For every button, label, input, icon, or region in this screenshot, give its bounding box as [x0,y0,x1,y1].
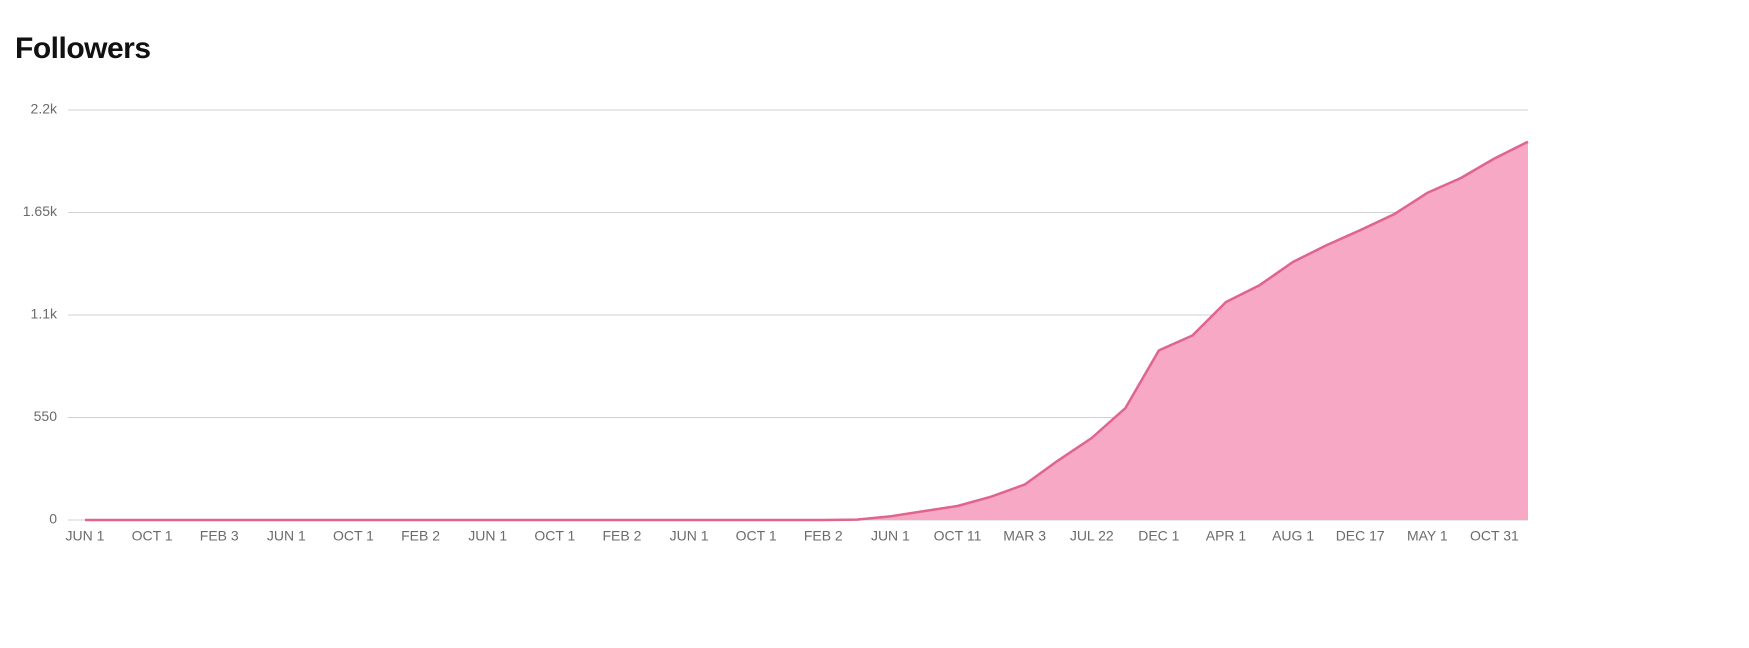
x-tick-label: AUG 1 [1272,528,1314,544]
x-tick-label: JUN 1 [66,528,105,544]
x-tick-label: OCT 1 [736,528,777,544]
x-tick-label: FEB 2 [602,528,641,544]
x-tick-label: MAR 3 [1003,528,1046,544]
x-tick-label: DEC 17 [1336,528,1385,544]
y-tick-label: 0 [49,511,57,527]
y-tick-label: 1.1k [31,306,58,322]
x-tick-label: JUN 1 [267,528,306,544]
x-tick-label: OCT 1 [132,528,173,544]
x-tick-label: OCT 31 [1470,528,1519,544]
y-tick-label: 2.2k [31,101,58,117]
x-tick-label: MAY 1 [1407,528,1448,544]
x-tick-label: FEB 2 [401,528,440,544]
x-tick-label: OCT 1 [534,528,575,544]
x-tick-label: JUN 1 [871,528,910,544]
x-tick-label: DEC 1 [1138,528,1179,544]
x-tick-label: JUL 22 [1070,528,1114,544]
x-tick-label: JUN 1 [468,528,507,544]
x-tick-label: APR 1 [1206,528,1247,544]
line [85,140,1529,522]
x-tick-label: FEB 2 [804,528,843,544]
x-tick-label: FEB 3 [200,528,239,544]
area [85,141,1528,520]
x-tick-label: OCT 1 [333,528,374,544]
chart-title: Followers [15,32,151,65]
x-tick-label: OCT 11 [934,528,982,544]
y-tick-label: 550 [34,408,58,424]
x-tick-label: JUN 1 [670,528,709,544]
y-tick-label: 1.65k [23,203,58,219]
